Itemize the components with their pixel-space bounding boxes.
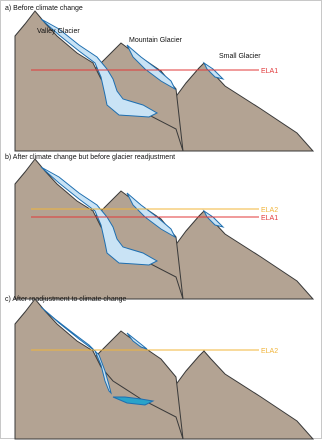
panel-c-mountain-glacier: [126, 332, 148, 350]
panel-b-ela1-label: ELA1: [261, 215, 278, 222]
panel-a-mountain-glacier: [126, 44, 177, 91]
panel-a-ela1-label: ELA1: [261, 68, 278, 75]
valley-glacier-label: Valley Glacier: [37, 28, 80, 35]
panel-b-valley-glacier: [40, 166, 159, 266]
panel-c-valley-glacier: [40, 306, 112, 395]
small-glacier-label: Small Glacier: [219, 53, 261, 60]
panel-a-title: a) Before climate change: [5, 5, 83, 12]
panel-b-title: b) After climate change but before glaci…: [5, 154, 176, 161]
panel-b-rock-right: [168, 210, 315, 300]
panel-b-small-glacier: [202, 209, 225, 228]
mountain-glacier-label: Mountain Glacier: [129, 37, 183, 44]
panel-a-valley-glacier: [40, 18, 159, 118]
panel-b-ela2-label: ELA2: [261, 207, 278, 214]
panel-c-title: c) After readjustment to climate change: [5, 296, 127, 303]
panel-a-rock-right: [168, 62, 315, 152]
panel-c-ela2-label: ELA2: [261, 348, 278, 355]
panel-c-lake: [112, 396, 155, 406]
panel-a-small-glacier: [202, 61, 225, 80]
